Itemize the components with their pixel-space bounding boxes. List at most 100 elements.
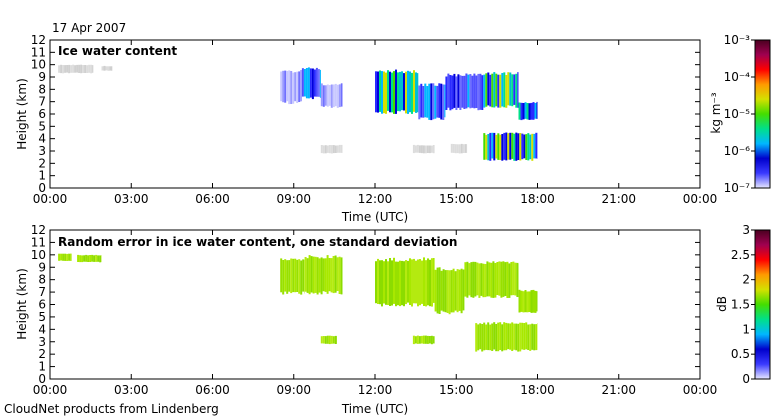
region-stripe bbox=[290, 258, 293, 294]
colorbar-label-0: kg m⁻³ bbox=[709, 92, 723, 133]
region-stripe bbox=[529, 134, 532, 160]
region-stripe bbox=[72, 64, 75, 73]
region-stripe bbox=[320, 83, 323, 107]
y-tick-label: 2 bbox=[38, 347, 46, 361]
region-stripe bbox=[322, 258, 325, 292]
region-stripe bbox=[504, 262, 507, 296]
region-stripe bbox=[501, 324, 504, 352]
region-stripe bbox=[338, 144, 341, 153]
region-stripe bbox=[487, 72, 490, 106]
region-stripe bbox=[512, 261, 515, 296]
region-stripe bbox=[483, 74, 486, 108]
y-axis-label-1: Height (km) bbox=[15, 268, 29, 339]
y-tick-label: 3 bbox=[38, 335, 46, 349]
region-stripe bbox=[92, 65, 94, 73]
region-stripe bbox=[326, 84, 329, 107]
region-stripe bbox=[434, 269, 437, 312]
region-stripe bbox=[294, 72, 297, 102]
date-label: 17 Apr 2007 bbox=[52, 21, 126, 35]
region-stripe bbox=[322, 336, 325, 344]
colorbar-label-1: dB bbox=[715, 296, 729, 312]
region-stripe bbox=[111, 66, 113, 71]
region-stripe bbox=[470, 262, 473, 298]
region-stripe bbox=[87, 255, 90, 262]
region-stripe bbox=[397, 261, 399, 306]
region-stripe bbox=[501, 73, 504, 107]
region-stripe bbox=[499, 134, 502, 160]
colorbar-0 bbox=[754, 39, 771, 189]
data-region bbox=[483, 132, 538, 161]
region-stripe bbox=[502, 261, 505, 297]
region-stripe bbox=[515, 132, 518, 161]
x-tick-label: 12:00 bbox=[358, 192, 393, 206]
region-stripe bbox=[486, 261, 489, 297]
region-stripe bbox=[326, 145, 329, 153]
region-stripe bbox=[395, 261, 397, 307]
region-stripe bbox=[317, 69, 320, 97]
region-stripe bbox=[413, 258, 415, 304]
region-stripe bbox=[107, 66, 110, 71]
region-stripe bbox=[495, 324, 498, 352]
region-stripe bbox=[499, 74, 502, 108]
region-stripe bbox=[405, 260, 407, 305]
data-region bbox=[475, 322, 538, 352]
region-stripe bbox=[99, 255, 102, 263]
region-stripe bbox=[442, 269, 445, 312]
region-stripe bbox=[527, 324, 530, 350]
region-stripe bbox=[450, 143, 453, 153]
region-stripe bbox=[432, 83, 435, 120]
region-stripe bbox=[385, 259, 387, 305]
region-stripe bbox=[523, 134, 526, 159]
region-stripe bbox=[70, 253, 72, 261]
region-stripe bbox=[479, 323, 482, 350]
data-region bbox=[450, 143, 468, 154]
region-stripe bbox=[481, 75, 484, 110]
region-stripe bbox=[330, 84, 333, 108]
data-region bbox=[280, 258, 305, 295]
region-stripe bbox=[505, 322, 508, 351]
region-stripe bbox=[296, 71, 299, 103]
colorbar-tick-label: 0 bbox=[742, 372, 750, 386]
region-stripe bbox=[414, 145, 417, 153]
region-stripe bbox=[515, 323, 518, 351]
region-stripe bbox=[58, 65, 61, 73]
colorbar-tick-label: 3 bbox=[742, 223, 750, 237]
colorbar-1 bbox=[754, 229, 771, 380]
region-stripe bbox=[432, 145, 435, 154]
region-stripe bbox=[415, 260, 417, 304]
region-stripe bbox=[519, 133, 522, 161]
region-stripe bbox=[336, 84, 339, 108]
region-stripe bbox=[340, 257, 343, 295]
region-stripe bbox=[478, 263, 481, 298]
region-stripe bbox=[442, 84, 445, 120]
y-tick-label: 0 bbox=[38, 372, 46, 386]
region-stripe bbox=[454, 144, 457, 154]
x-tick-label: 00:00 bbox=[683, 192, 718, 206]
region-stripe bbox=[429, 259, 431, 307]
region-stripe bbox=[90, 64, 93, 74]
region-stripe bbox=[383, 261, 385, 304]
region-stripe bbox=[280, 258, 283, 293]
region-stripe bbox=[479, 73, 482, 110]
region-stripe bbox=[446, 270, 449, 313]
region-stripe bbox=[314, 256, 317, 293]
region-stripe bbox=[518, 289, 521, 313]
region-stripe bbox=[418, 336, 421, 344]
region-stripe bbox=[389, 258, 391, 306]
region-stripe bbox=[426, 86, 429, 118]
region-stripe bbox=[298, 71, 301, 102]
region-stripe bbox=[409, 71, 411, 113]
region-stripe bbox=[385, 72, 387, 114]
y-tick-label: 7 bbox=[38, 95, 46, 109]
region-stripe bbox=[520, 102, 523, 121]
panel-ice-water-content: 00:00 03:00 06:00 09:00 12:00 15:00 18:00 21:00… bbox=[15, 33, 771, 224]
data-regions-1 bbox=[58, 253, 538, 352]
region-stripe bbox=[509, 72, 512, 106]
region-stripe bbox=[286, 70, 289, 102]
region-stripe bbox=[460, 143, 463, 154]
region-stripe bbox=[68, 64, 71, 74]
colorbar-tick-label: 10⁻⁵ bbox=[724, 107, 751, 121]
region-stripe bbox=[85, 254, 88, 262]
region-stripe bbox=[460, 268, 463, 314]
region-stripe bbox=[509, 132, 512, 160]
